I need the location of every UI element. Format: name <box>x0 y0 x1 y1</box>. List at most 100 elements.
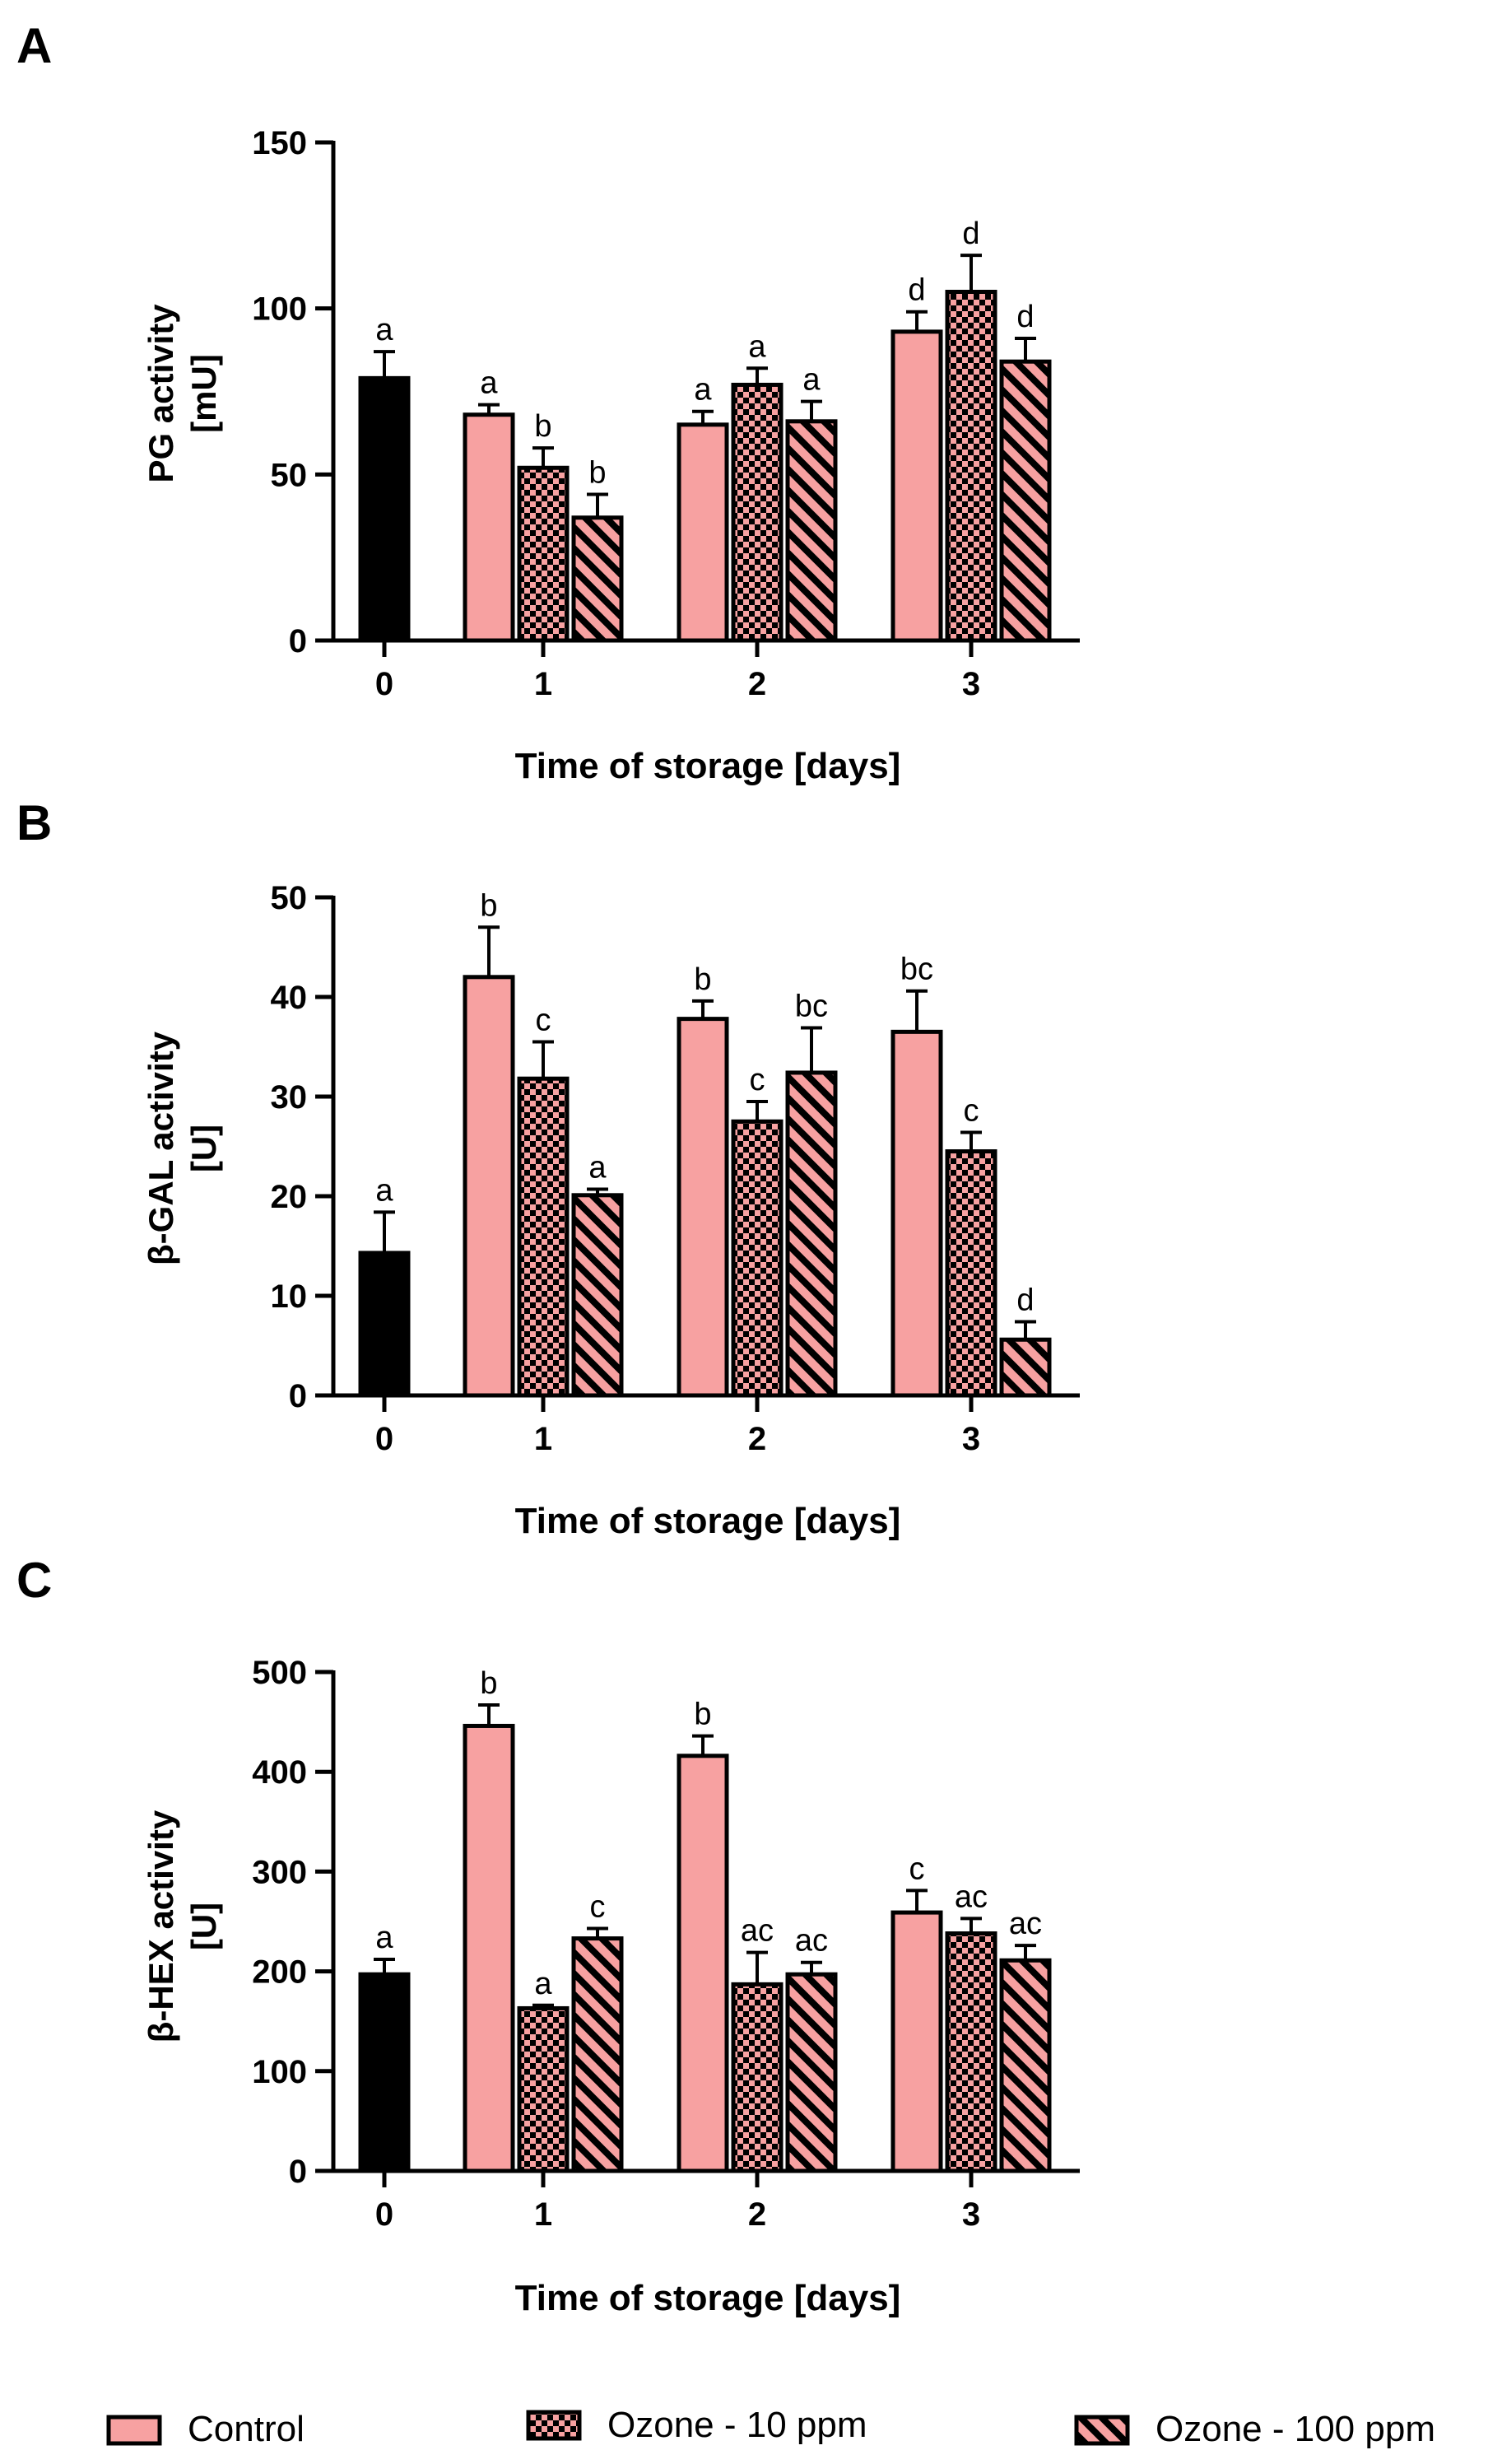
panel-a-bar-ozone-10-day2-letter: a <box>748 329 766 364</box>
panel-a-bar-baseline <box>358 375 411 643</box>
x-tick-label: 3 <box>962 2196 980 2233</box>
panel-c-bar-control-day3-letter: c <box>909 1851 925 1886</box>
panel-b-ylabel-line2: [U] <box>184 1125 223 1172</box>
panel-c-bar-ozone-10-day2-letter: ac <box>741 1914 774 1949</box>
panel-a-bar-ozone-100-day2 <box>785 419 838 643</box>
panel-c-xaxis: 0 1 2 3 <box>332 2168 1080 2233</box>
panel-c-ylabel-line2: [U] <box>184 1903 223 1950</box>
panel-b-bar-ozone-100-day1 <box>571 1193 624 1398</box>
panel-c-bar-ozone-100-day3 <box>999 1958 1052 2173</box>
panel-a-xaxis: 0 1 2 3 <box>332 638 1080 702</box>
legend-item-ozone-100: Ozone - 100 ppm <box>1074 2409 1435 2449</box>
legend-item-control: Control <box>106 2409 305 2449</box>
panel-c-bar-ozone-10-day2 <box>731 1982 784 2173</box>
panel-a-bar-control-day3-letter: d <box>908 273 925 308</box>
panel-b-bar-control-day3-letter: bc <box>900 953 933 987</box>
x-tick-label: 3 <box>962 1421 980 1457</box>
panel-c-bar-control-day1-letter: b <box>480 1666 497 1701</box>
panel-b-bar-ozone-100-day3 <box>999 1337 1052 1398</box>
panel-c-bar-ozone-100-day2-letter: ac <box>795 1924 828 1959</box>
panel-c-bar-ozone-100-day1 <box>571 1936 624 2173</box>
y-tick-label: 0 <box>289 623 307 659</box>
x-tick-label: 3 <box>962 666 980 702</box>
panel-a-bar-ozone-100-day2-letter: a <box>802 363 821 398</box>
legend-label-ozone-100: Ozone - 100 ppm <box>1156 2409 1435 2449</box>
x-tick-label: 1 <box>534 2196 552 2233</box>
y-tick-label: 20 <box>271 1179 308 1215</box>
panel-c-yaxis: 0 100 200 300 400 500 <box>252 1655 336 2190</box>
y-tick-label: 30 <box>271 1079 308 1116</box>
y-tick-label: 0 <box>289 1378 307 1414</box>
panel-c-bar-baseline <box>358 1972 411 2173</box>
y-tick-label: 150 <box>252 125 307 161</box>
panel-label-a: A <box>16 18 52 73</box>
panel-a-yaxis: 0 50 100 150 <box>252 125 336 659</box>
panel-b-xaxis: 0 1 2 3 <box>332 1393 1080 1457</box>
panel-c-bar-control-day2-letter: b <box>694 1698 711 1732</box>
y-tick-label: 10 <box>271 1279 308 1315</box>
y-tick-label: 50 <box>271 457 308 493</box>
panel-b-bar-ozone-10-day2-letter: c <box>750 1063 765 1097</box>
panel-c-bar-ozone-10-day1 <box>517 2005 570 2173</box>
panel-b-bar-control-day3 <box>890 1029 943 1398</box>
panel-b-bar-baseline <box>358 1251 411 1398</box>
panel-b-bars: a b b bc c c c a bc d <box>358 888 1052 1398</box>
x-tick-label: 1 <box>534 1421 552 1457</box>
y-tick-label: 300 <box>252 1854 307 1890</box>
panel-c-bar-ozone-10-day3 <box>945 1931 997 2173</box>
panel-b-xlabel: Time of storage [days] <box>515 1501 901 1541</box>
panel-b-bar-ozone-10-day1 <box>517 1076 570 1398</box>
y-tick-label: 50 <box>271 880 308 916</box>
panel-b-bar-ozone-100-day3-letter: d <box>1016 1283 1034 1317</box>
panel-a-bar-ozone-10-day1 <box>517 465 570 643</box>
x-tick-label: 2 <box>748 666 766 702</box>
panel-label-c: C <box>16 1553 52 1608</box>
panel-c-bar-ozone-10-day1-letter: a <box>534 1967 552 2001</box>
panel-c-bar-baseline-letter: a <box>375 1921 393 1955</box>
panel-b-yaxis: 0 10 20 30 40 50 <box>271 880 336 1414</box>
panel-a-bar-ozone-10-day3 <box>945 290 997 643</box>
panel-b-bar-baseline-letter: a <box>375 1173 393 1208</box>
panel-b-bar-control-day2-letter: b <box>694 962 711 997</box>
legend-label-control: Control <box>188 2409 305 2449</box>
panel-c-bar-control-day1 <box>463 1723 515 2173</box>
panel-a-bar-baseline-letter: a <box>375 313 393 347</box>
y-tick-label: 100 <box>252 291 307 328</box>
panel-a-bar-control-day3 <box>890 329 943 643</box>
x-tick-label: 2 <box>748 2196 766 2233</box>
panel-b-bar-control-day1-letter: b <box>480 888 497 923</box>
panel-a-bar-ozone-10-day2 <box>731 382 784 643</box>
panel-c-bar-ozone-100-day1-letter: c <box>590 1889 606 1924</box>
panel-a-bar-control-day2-letter: a <box>694 373 712 408</box>
panel-b-bar-control-day1 <box>463 975 515 1398</box>
panel-b-bar-ozone-100-day2-letter: bc <box>795 990 828 1024</box>
x-tick-label: 0 <box>375 666 393 702</box>
panel-c-bar-ozone-100-day2 <box>785 1972 838 2173</box>
x-tick-label: 0 <box>375 1421 393 1457</box>
legend-swatch-control <box>106 2415 162 2446</box>
legend-swatch-ozone-100 <box>1074 2415 1130 2446</box>
panel-b-ylabel-line1: β-GAL activity <box>142 1031 180 1265</box>
panel-b-bar-ozone-10-day2 <box>731 1119 784 1398</box>
panel-a-bar-control-day1 <box>463 412 515 643</box>
panel-c-bar-ozone-100-day3-letter: ac <box>1009 1907 1042 1941</box>
y-tick-label: 100 <box>252 2054 307 2090</box>
y-tick-label: 500 <box>252 1655 307 1691</box>
panel-c-xlabel: Time of storage [days] <box>515 2278 901 2318</box>
panel-b-bar-ozone-10-day3 <box>945 1149 997 1398</box>
panel-a-bar-ozone-100-day3-letter: d <box>1016 300 1034 334</box>
legend-swatch-ozone-10 <box>526 2410 582 2441</box>
panel-a-bar-ozone-100-day3 <box>999 359 1052 643</box>
panel-a-bar-control-day1-letter: a <box>480 366 498 401</box>
x-tick-label: 2 <box>748 1421 766 1457</box>
panel-a-xlabel: Time of storage [days] <box>515 746 901 786</box>
panel-a-bar-control-day2 <box>677 422 729 643</box>
legend-label-ozone-10: Ozone - 10 ppm <box>607 2405 867 2445</box>
panel-c-bar-control-day2 <box>677 1754 729 2173</box>
y-tick-label: 200 <box>252 1954 307 1991</box>
panel-b-bar-ozone-100-day2 <box>785 1070 838 1398</box>
legend-item-ozone-10: Ozone - 10 ppm <box>526 2405 867 2445</box>
